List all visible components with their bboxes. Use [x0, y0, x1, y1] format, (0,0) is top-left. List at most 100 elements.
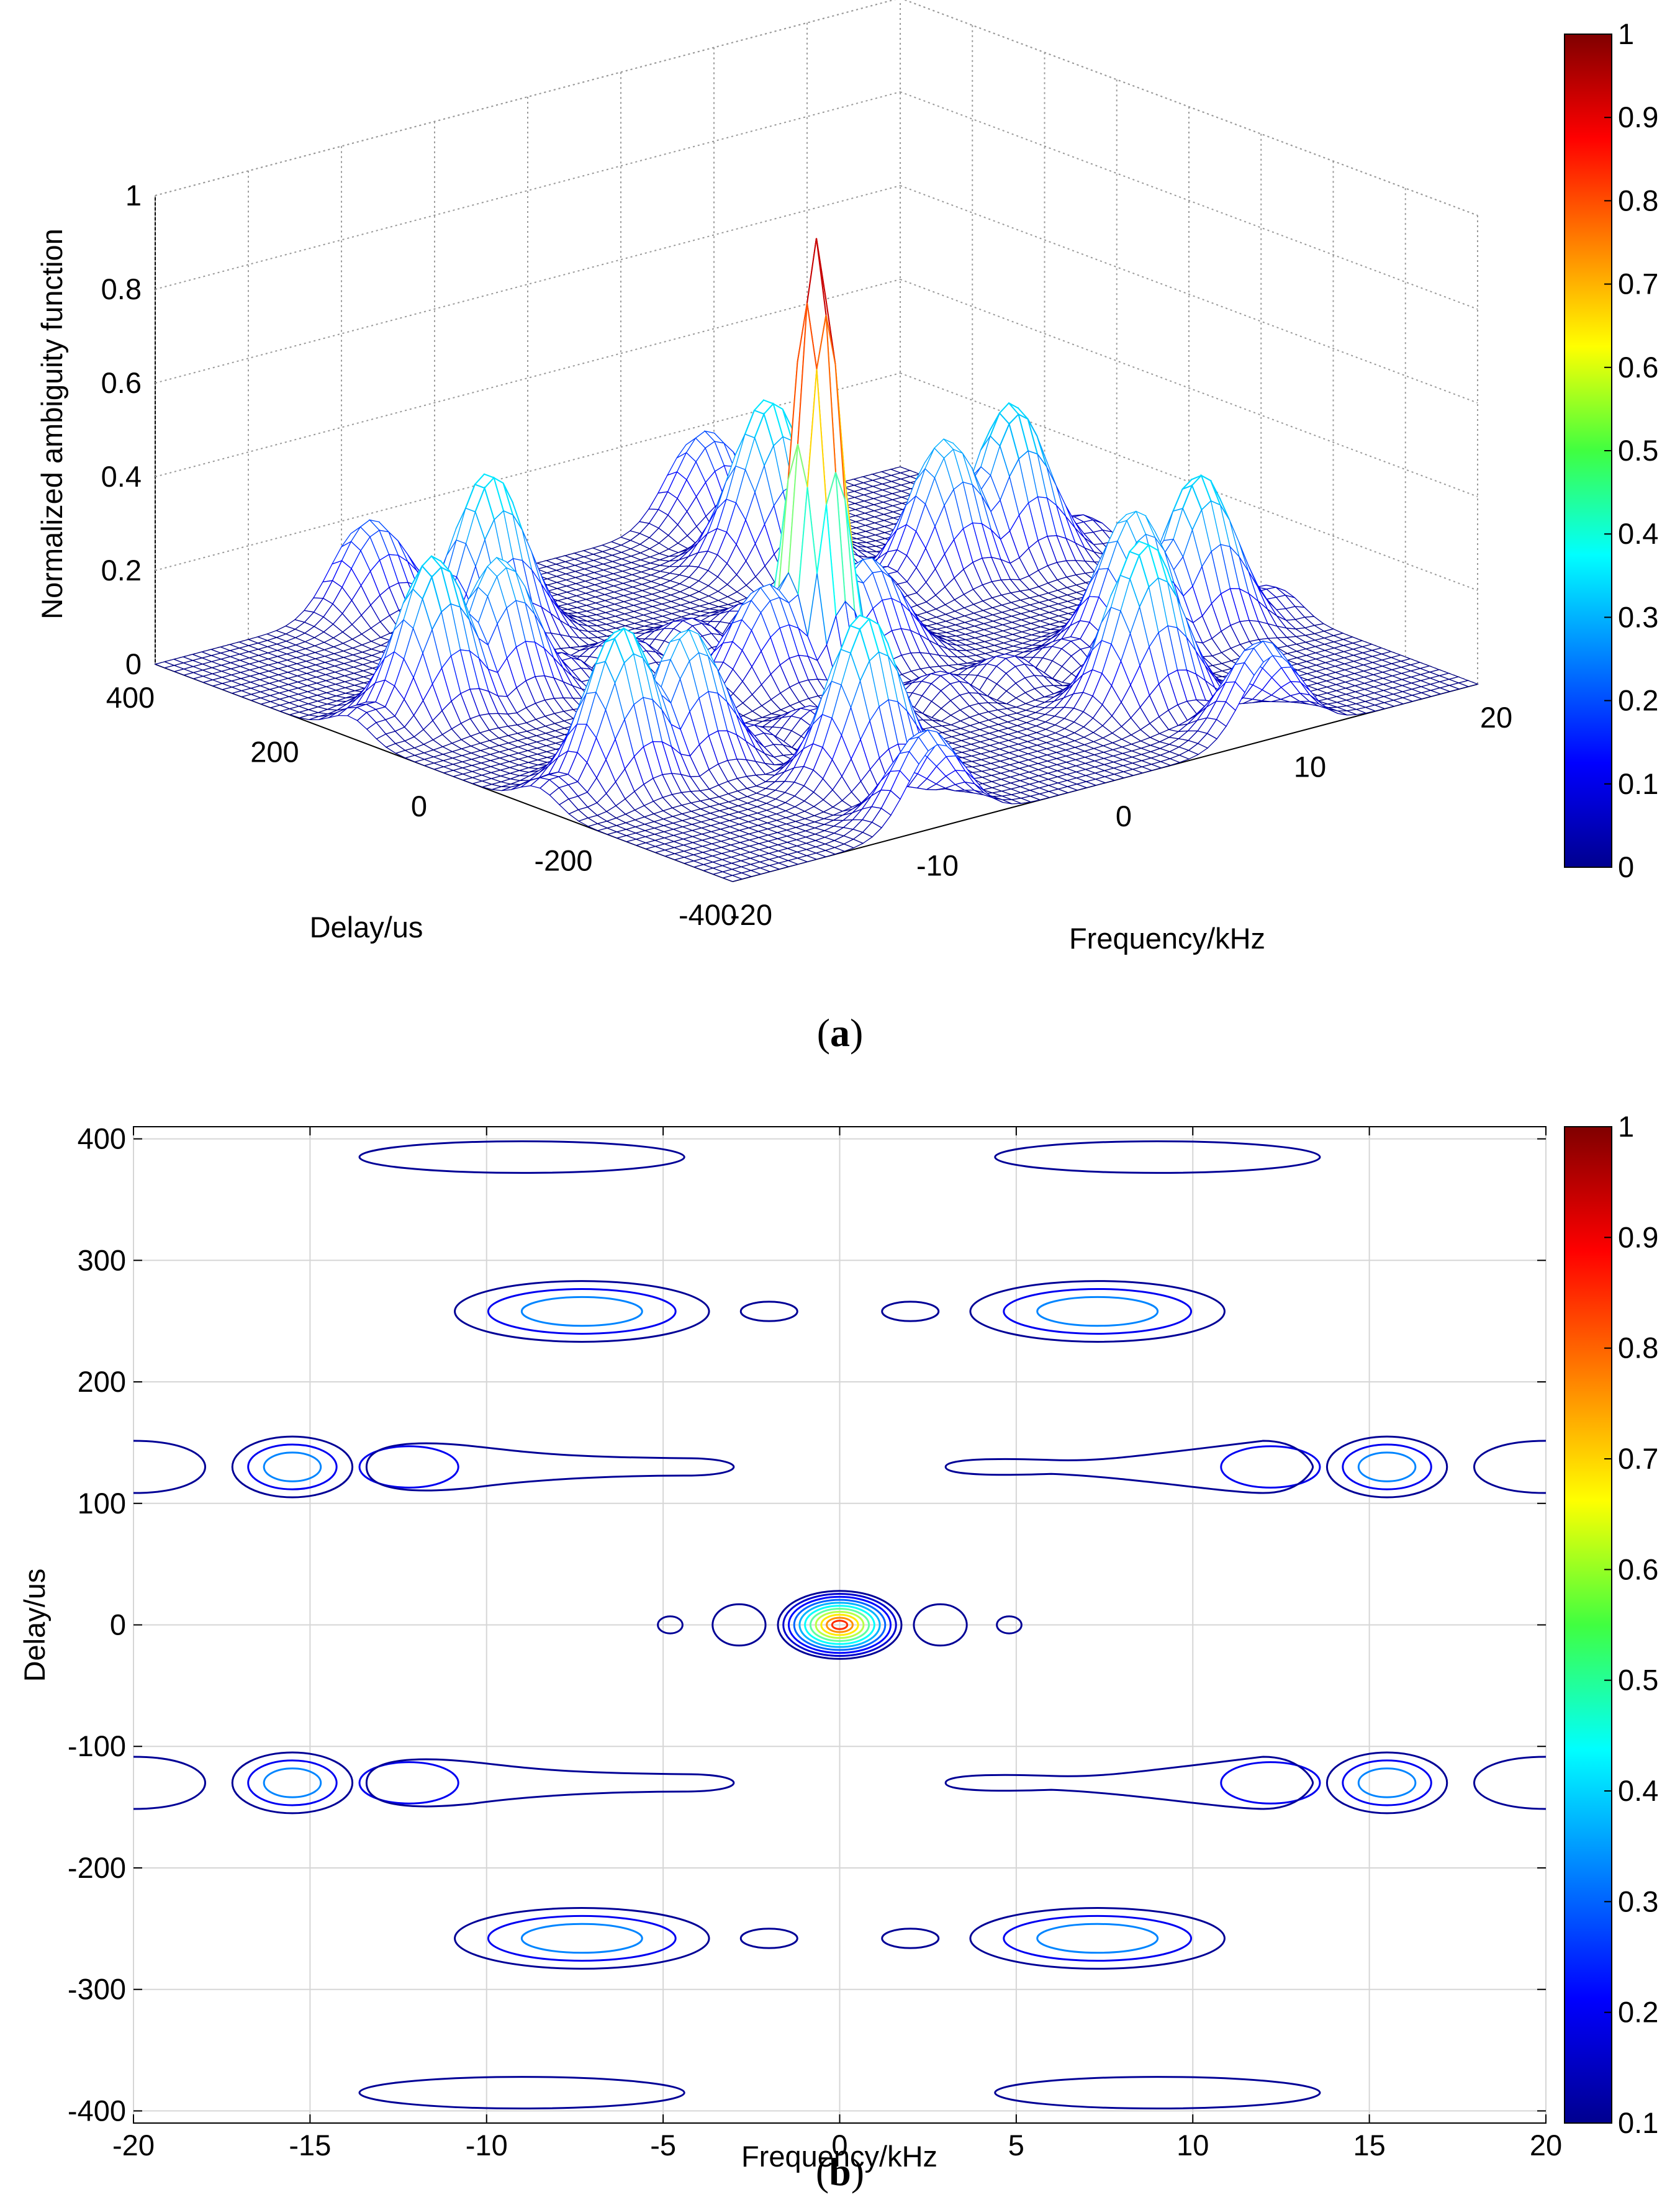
contour-line — [247, 1759, 338, 1806]
colorbar-a-tick-label: 0.1 — [1618, 767, 1658, 800]
z-tick-label: 0.4 — [101, 460, 142, 493]
colorbar-a-tick-label: 0.3 — [1618, 600, 1658, 633]
contour-line — [520, 1296, 643, 1327]
contour-line — [820, 1613, 859, 1636]
contour-plot-panel: -20 -15 -10 -5 0 5 10 15 20-400-300-200-10001002… — [18, 1110, 1658, 2173]
contour-line — [739, 1301, 798, 1322]
contour-line — [247, 1443, 338, 1490]
contour-line — [739, 1928, 798, 1949]
surface-mesh — [153, 238, 1479, 882]
x-tick-label: 10 — [1294, 751, 1326, 783]
contour-line — [358, 2076, 685, 2110]
z-gridline — [155, 279, 901, 477]
colorbar-a: 00.10.20.30.40.50.60.70.80.91 — [1564, 17, 1658, 883]
z-gridline — [155, 91, 901, 290]
caption-a-open: ( — [817, 1011, 830, 1055]
x-tick-label: 0 — [1116, 800, 1132, 832]
z-gridline — [900, 91, 1478, 310]
contour-line — [657, 1615, 684, 1635]
contour-x-tick-label: -5 — [650, 2129, 676, 2162]
contour-line — [831, 1620, 849, 1630]
contour-line — [1342, 1443, 1432, 1490]
colorbar-a-gradient — [1564, 34, 1612, 868]
contour-line — [133, 1440, 206, 1494]
y-tick-label: 400 — [106, 681, 155, 714]
surface-plot-panel: 00.20.40.60.81-400-2000200400-20-1001020… — [35, 0, 1658, 955]
contour-line — [358, 1761, 459, 1805]
contour-line — [365, 1758, 735, 1808]
contour-line — [1003, 1914, 1193, 1962]
contour-line — [793, 1599, 887, 1651]
contour-line — [711, 1603, 767, 1647]
contour-line — [996, 1615, 1023, 1635]
contour-line — [944, 1440, 1314, 1494]
colorbar-a-tick-label: 1 — [1618, 17, 1634, 50]
colorbar-a-tick-label: 0.7 — [1618, 268, 1658, 300]
contour-line — [826, 1617, 854, 1633]
contour-line — [487, 1914, 677, 1962]
z-gridline — [155, 185, 901, 384]
contour-line — [1325, 1751, 1448, 1815]
contour-line — [1342, 1759, 1432, 1806]
contour-line — [1473, 1756, 1547, 1810]
z-tick-label: 0.2 — [101, 554, 142, 587]
contour-line — [809, 1608, 870, 1642]
caption-a-letter: a — [830, 1011, 850, 1055]
contour-line — [231, 1751, 354, 1815]
z-gridline — [155, 0, 896, 196]
contour-line — [804, 1605, 875, 1645]
contour-line — [520, 1923, 643, 1954]
z-axis-label: Normalized ambiguity function — [35, 228, 68, 620]
contour-line — [944, 1756, 1314, 1810]
contour-line — [1036, 1923, 1159, 1954]
colorbar-a-tick-label: 0.9 — [1618, 101, 1658, 133]
y-tick-label: 200 — [250, 736, 299, 769]
x-tick-label: -10 — [916, 849, 959, 882]
contour-x-tick-label: -15 — [289, 2129, 331, 2162]
z-tick-label: 0 — [125, 647, 142, 680]
contour-line — [969, 1280, 1226, 1343]
contour-line — [1036, 1296, 1159, 1327]
contour-line — [798, 1602, 881, 1648]
z-tick-label: 1 — [125, 179, 142, 212]
x-tick-label: 20 — [1480, 701, 1512, 734]
contour-line — [815, 1610, 865, 1639]
contour-line — [881, 1928, 940, 1949]
surface-cell — [721, 875, 744, 882]
x-axis-label: Frequency/kHz — [1069, 922, 1265, 955]
colorbar-a-tick-label: 0.5 — [1618, 434, 1658, 467]
contour-line — [1220, 1761, 1321, 1805]
contour-line — [133, 1756, 206, 1810]
contour-x-tick-label: -10 — [466, 2129, 508, 2162]
contour-grid — [133, 1127, 1547, 2123]
contour-line — [913, 1603, 968, 1647]
colorbar-a-tick-label: 0.8 — [1618, 184, 1658, 217]
caption-a-close: ) — [850, 1011, 863, 1055]
contour-line — [365, 1442, 735, 1492]
caption-a: (a) — [817, 1011, 864, 1055]
contour-line — [777, 1590, 903, 1660]
contour-line — [994, 1140, 1321, 1174]
contour-line — [1357, 1767, 1417, 1798]
contour-lines — [133, 1140, 1547, 2110]
contour-line — [782, 1593, 897, 1657]
contour-line — [231, 1435, 354, 1499]
contour-line — [1003, 1287, 1193, 1335]
contour-x-tick-label: 20 — [1530, 2129, 1562, 2162]
contour-line — [1325, 1435, 1448, 1499]
contour-line — [994, 2076, 1321, 2110]
contour-line — [969, 1907, 1226, 1970]
z-tick-label: 0.8 — [101, 273, 142, 305]
colorbar-a-tick-label: 0.4 — [1618, 517, 1658, 550]
contour-line — [358, 1140, 685, 1174]
x-tick-label: -20 — [730, 898, 772, 931]
contour-x-tick-label: -20 — [112, 2129, 155, 2162]
contour-line — [1473, 1440, 1547, 1494]
y-tick-label: 0 — [411, 790, 427, 823]
contour-x-tick-label: 10 — [1176, 2129, 1209, 2162]
contour-line — [263, 1451, 322, 1482]
contour-line — [454, 1907, 710, 1970]
contour-x-tick-label: 0 — [831, 2129, 847, 2162]
